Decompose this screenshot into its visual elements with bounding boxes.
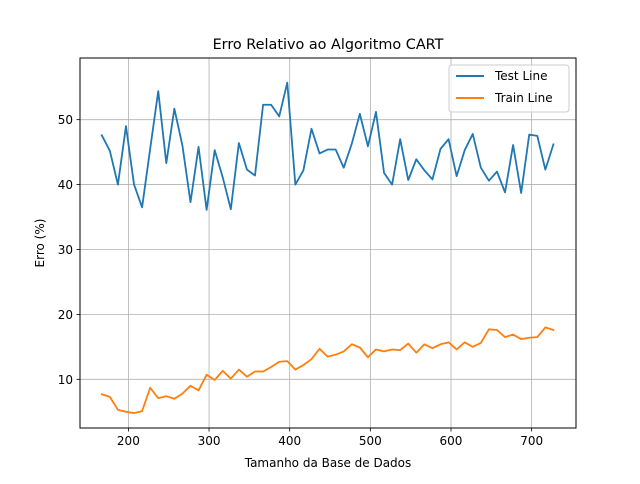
y-tick-label: 40 — [58, 178, 73, 192]
test-line-series — [100, 81, 555, 211]
chart-title: Erro Relativo ao Algoritmo CART — [213, 37, 444, 53]
x-tick-label: 300 — [198, 434, 221, 448]
x-tick-label: 500 — [359, 434, 382, 448]
y-axis-label: Erro (%) — [33, 219, 47, 268]
y-tick-label: 20 — [58, 308, 73, 322]
series-layer — [100, 81, 555, 414]
y-tick-label: 30 — [58, 243, 73, 257]
ticks: 200 300 400 500 600 700 10 20 30 40 50 — [58, 113, 543, 448]
x-tick-label: 200 — [117, 434, 140, 448]
x-tick-label: 400 — [278, 434, 301, 448]
x-axis-label: Tamanho da Base de Dados — [244, 456, 412, 470]
legend-test-line-label: Test Line — [494, 69, 547, 83]
y-tick-label: 10 — [58, 373, 73, 387]
x-tick-label: 600 — [440, 434, 463, 448]
plot-frame — [79, 57, 577, 429]
y-tick-label: 50 — [58, 113, 73, 127]
train-line-series — [100, 326, 555, 414]
x-tick-label: 700 — [520, 434, 543, 448]
axes — [79, 57, 577, 429]
legend: Test Line Train Line — [448, 64, 570, 113]
legend-train-line-label: Train Line — [494, 91, 553, 105]
